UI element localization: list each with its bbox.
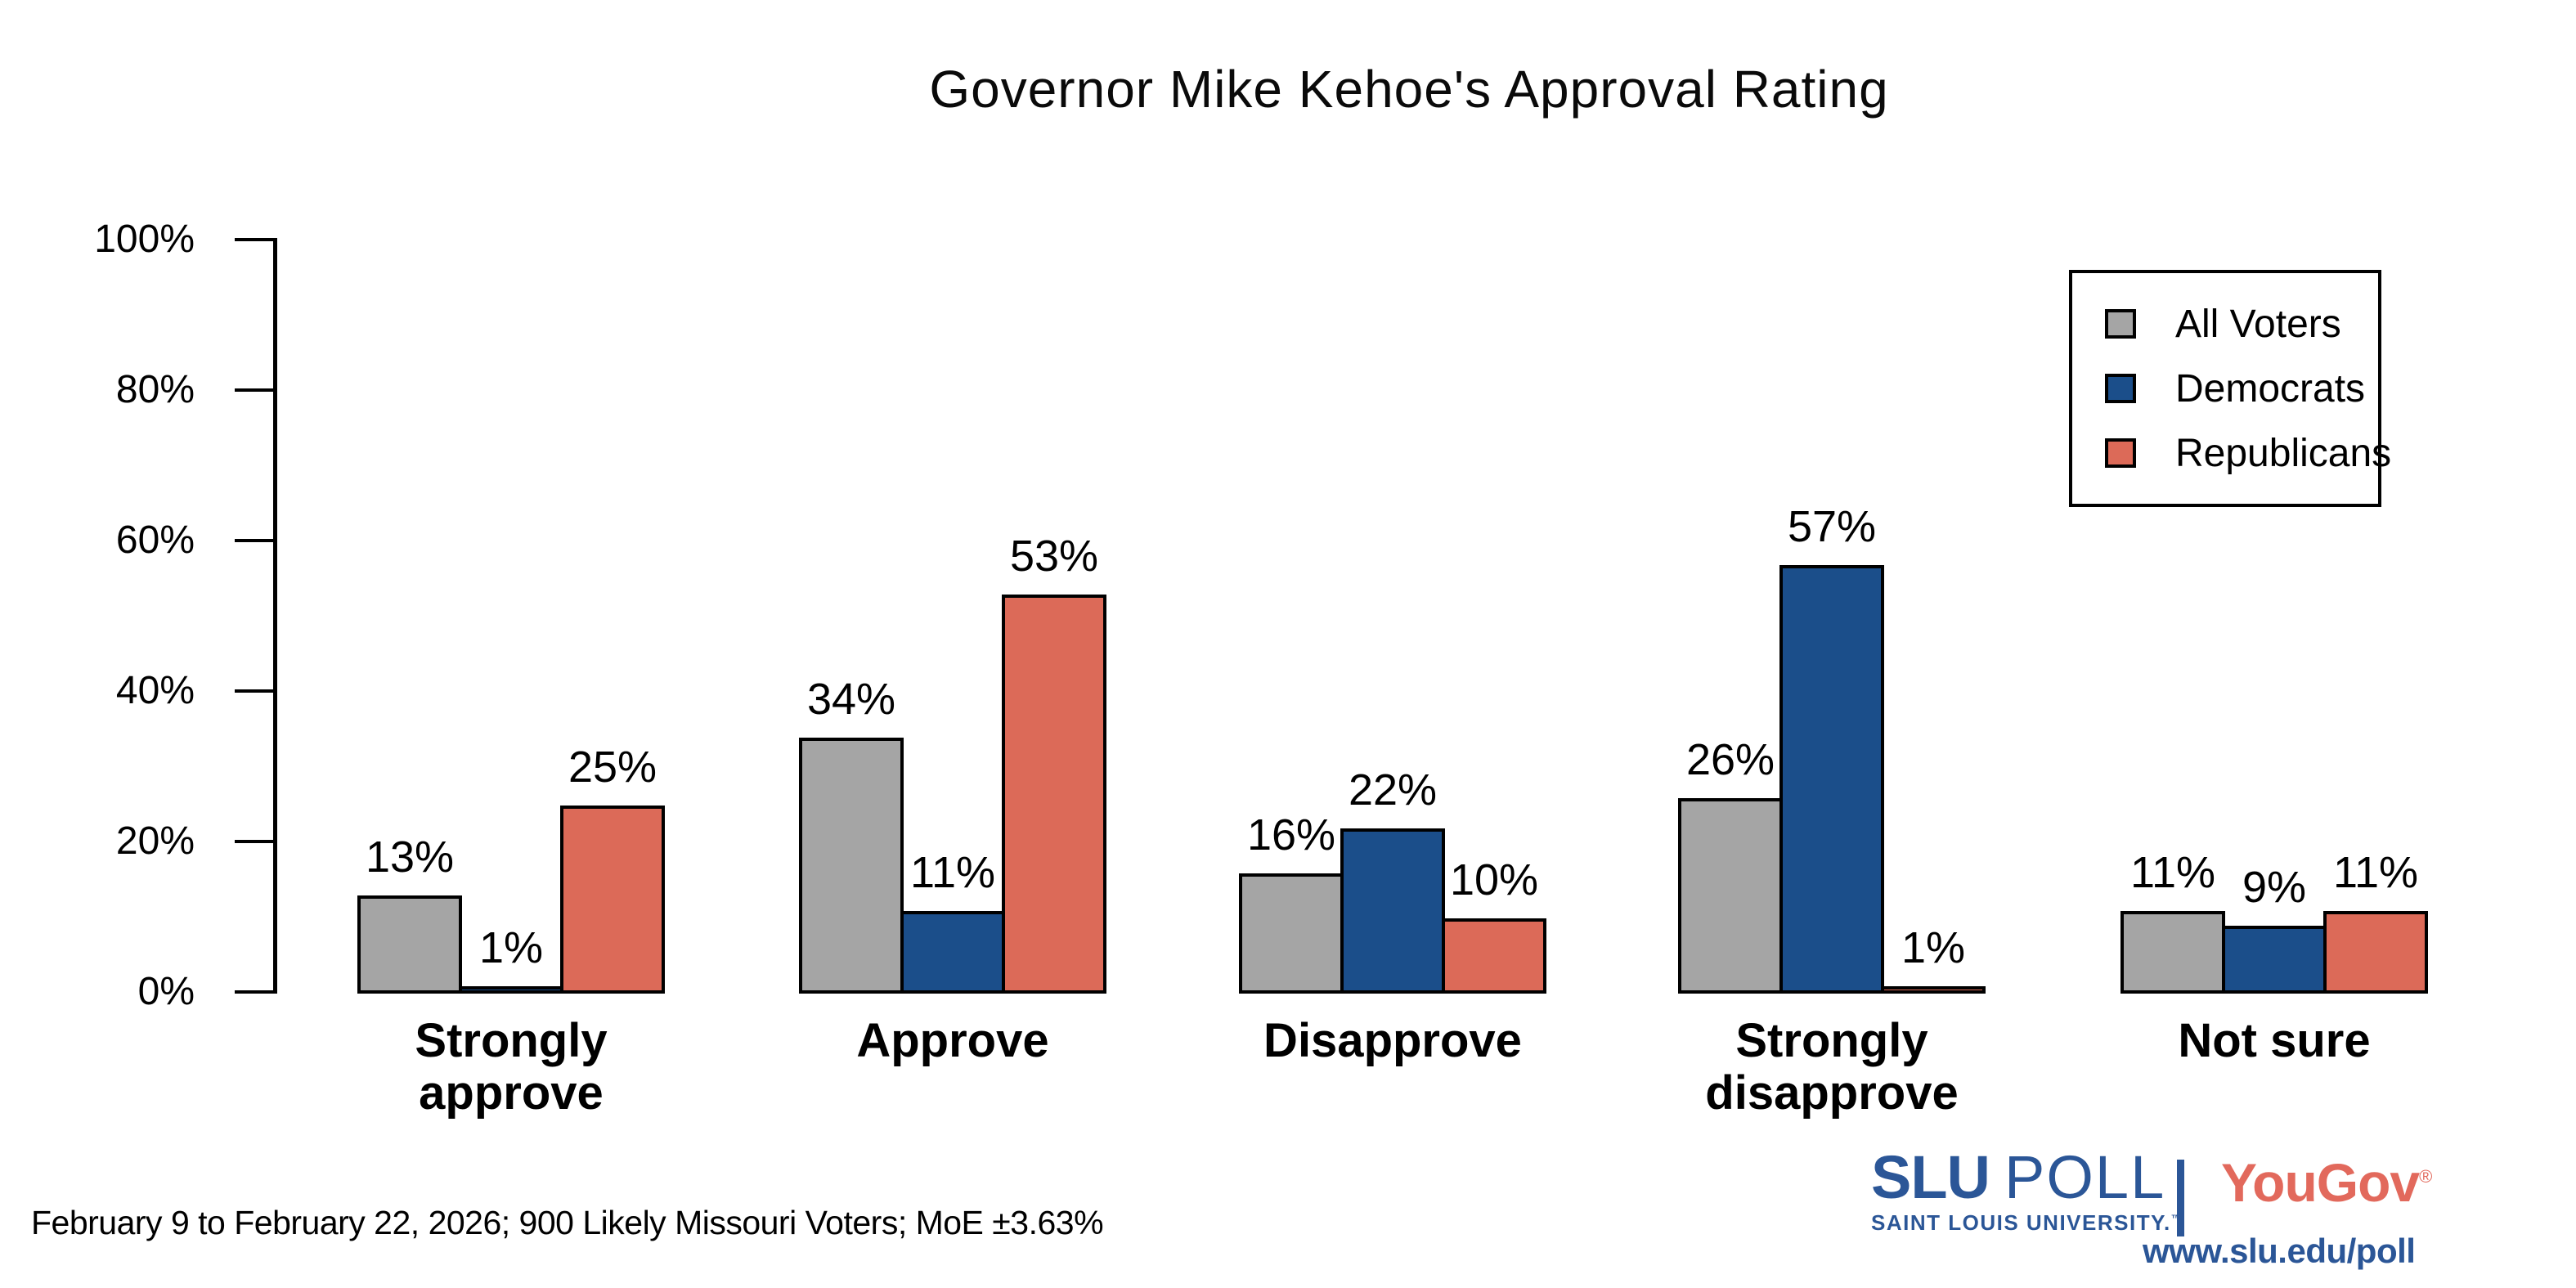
bar-slot: 25% xyxy=(560,742,665,994)
bar-value-label: 25% xyxy=(568,743,657,792)
bar-value-label: 1% xyxy=(1901,923,1966,972)
bar-republicans xyxy=(1002,595,1106,994)
bar-value-label: 34% xyxy=(806,675,896,724)
bar-democrats xyxy=(1340,828,1445,994)
bar-slot: 34% xyxy=(799,674,904,994)
bar-slot: 53% xyxy=(1002,531,1106,994)
category-label: Approve xyxy=(856,1014,1049,1067)
category-label: Disapprove xyxy=(1263,1014,1522,1067)
bar-group: 34% 11% 53% xyxy=(799,531,1106,994)
y-tick-mark xyxy=(235,238,273,242)
y-tick-label: 40% xyxy=(115,669,195,712)
bar-value-label: 22% xyxy=(1348,765,1438,815)
category-label: Strongly approve xyxy=(415,1014,608,1120)
yougov-logo: YouGov® xyxy=(2221,1152,2432,1213)
legend-row: Republicans xyxy=(2105,431,2391,476)
bar-all-voters xyxy=(1678,798,1783,994)
slu-subtitle: SAINT LOUIS UNIVERSITY.™ xyxy=(1871,1210,2183,1236)
legend-label: Democrats xyxy=(2175,366,2366,411)
bar-slot: 1% xyxy=(459,922,563,994)
bar-group: 13% 1% 25% xyxy=(357,742,665,994)
bar-slot: 11% xyxy=(2323,847,2428,994)
methodology-note: February 9 to February 22, 2026; 900 Lik… xyxy=(31,1204,1104,1241)
bar-republicans xyxy=(560,806,665,994)
y-tick-label: 80% xyxy=(115,368,195,411)
bar-group: 16% 22% 10% xyxy=(1239,765,1546,994)
bar-value-label: 11% xyxy=(2332,848,2419,897)
y-tick-label: 0% xyxy=(137,970,195,1013)
bar-all-voters xyxy=(357,895,462,994)
bar-slot: 10% xyxy=(1442,855,1546,994)
y-tick-mark xyxy=(235,990,273,994)
bar-group: 11% 9% 11% xyxy=(2120,847,2428,994)
bar-slot: 16% xyxy=(1239,810,1344,994)
bar-value-label: 57% xyxy=(1787,502,1877,551)
bar-slot: 13% xyxy=(357,832,462,994)
bar-slot: 9% xyxy=(2222,862,2327,994)
bar-slot: 22% xyxy=(1340,765,1445,994)
bar-republicans xyxy=(1881,986,1986,994)
y-tick-mark xyxy=(235,840,273,843)
y-tick-mark xyxy=(235,689,273,693)
y-tick-label: 60% xyxy=(115,518,195,562)
bar-democrats xyxy=(459,986,563,994)
legend-swatch-all-voters xyxy=(2105,309,2136,339)
bar-all-voters xyxy=(1239,873,1344,994)
bar-republicans xyxy=(1442,918,1546,994)
category-label: Not sure xyxy=(2178,1014,2371,1067)
poll-wordmark: POLL xyxy=(2004,1143,2166,1211)
bar-value-label: 11% xyxy=(909,848,996,897)
registered-symbol: ® xyxy=(2419,1166,2432,1187)
bar-group: 26% 57% 1% xyxy=(1678,501,1986,994)
y-tick-label: 100% xyxy=(94,218,195,261)
y-tick-mark xyxy=(235,539,273,542)
bar-slot: 1% xyxy=(1881,922,1986,994)
bar-value-label: 9% xyxy=(2242,863,2307,912)
branding-block: SLU POLL SAINT LOUIS UNIVERSITY.™ YouGov… xyxy=(1871,1145,2550,1284)
plot-area: 0% 20% 40% 60% 80% 100% 13% 1% 25% Strongly appro… xyxy=(94,218,2543,1120)
chart-title: Governor Mike Kehoe's Approval Rating xyxy=(929,60,1889,119)
y-axis-line xyxy=(273,238,277,994)
bar-value-label: 53% xyxy=(1009,532,1099,581)
legend-row: Democrats xyxy=(2105,366,2378,411)
bar-all-voters xyxy=(799,738,904,994)
bar-republicans xyxy=(2323,911,2428,994)
y-tick-label: 20% xyxy=(115,819,195,863)
bar-slot: 11% xyxy=(900,847,1005,994)
slu-poll-url: www.slu.edu/poll xyxy=(2143,1232,2416,1270)
bar-all-voters xyxy=(2120,911,2225,994)
legend: All Voters Democrats Republicans xyxy=(2069,270,2391,507)
bar-democrats xyxy=(1779,565,1884,994)
bar-value-label: 26% xyxy=(1685,735,1775,784)
legend-label: Republicans xyxy=(2175,431,2392,475)
legend-row: All Voters xyxy=(2105,302,2378,347)
bar-slot: 26% xyxy=(1678,734,1783,994)
bar-democrats xyxy=(2222,926,2327,994)
slu-wordmark: SLU xyxy=(1871,1143,1990,1211)
bar-value-label: 10% xyxy=(1449,855,1539,904)
bar-value-label: 13% xyxy=(365,832,455,882)
bar-slot: 57% xyxy=(1779,501,1884,994)
bar-value-label: 1% xyxy=(478,923,544,972)
bar-value-label: 16% xyxy=(1246,810,1336,859)
category-label: Strongly disapprove xyxy=(1705,1014,1959,1120)
bar-democrats xyxy=(900,911,1005,994)
slu-poll-logo: SLU POLL SAINT LOUIS UNIVERSITY.™ xyxy=(1871,1143,2183,1236)
y-tick-mark xyxy=(235,388,273,392)
brand-divider xyxy=(2177,1160,2184,1236)
bar-slot: 11% xyxy=(2120,847,2225,994)
legend-label: All Voters xyxy=(2175,302,2341,346)
legend-swatch-democrats xyxy=(2105,374,2136,403)
bar-value-label: 11% xyxy=(2129,848,2216,897)
legend-swatch-republicans xyxy=(2105,438,2136,468)
